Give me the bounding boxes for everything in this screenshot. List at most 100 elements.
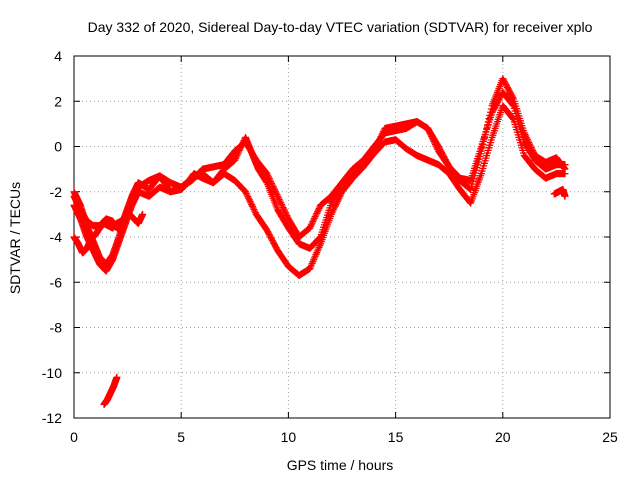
data-point xyxy=(312,211,320,219)
data-point xyxy=(243,191,251,199)
data-point xyxy=(247,199,255,207)
data-point xyxy=(271,187,279,195)
data-point xyxy=(336,193,344,201)
x-tick-label: 20 xyxy=(495,429,511,445)
data-point xyxy=(335,194,343,202)
data-point xyxy=(281,207,289,215)
series-track-b xyxy=(70,102,569,279)
series-track-d xyxy=(70,210,147,257)
x-tick-label: 0 xyxy=(70,429,78,445)
data-point xyxy=(282,210,290,218)
data-point xyxy=(278,202,286,210)
data-point xyxy=(278,200,286,208)
data-point xyxy=(265,174,273,182)
y-tick-label: -6 xyxy=(50,274,63,290)
data-point xyxy=(332,201,340,209)
data-point xyxy=(232,153,240,161)
y-tick-label: 2 xyxy=(54,93,62,109)
data-point xyxy=(266,176,274,184)
chart-title: Day 332 of 2020, Sidereal Day-to-day VTE… xyxy=(88,19,593,35)
data-point xyxy=(561,161,569,169)
series-track-f xyxy=(550,185,569,200)
y-tick-label: -8 xyxy=(50,320,63,336)
y-tick-label: -4 xyxy=(50,229,63,245)
data-point xyxy=(333,197,341,205)
data-point xyxy=(249,204,257,212)
data-point xyxy=(277,199,285,207)
data-point xyxy=(267,178,275,186)
data-point xyxy=(307,222,315,230)
data-point xyxy=(311,213,319,221)
data-point xyxy=(273,191,281,199)
data-point xyxy=(264,173,272,181)
data-point xyxy=(330,204,338,212)
y-tick-label: 4 xyxy=(54,48,62,64)
x-axis-label: GPS time / hours xyxy=(287,457,394,473)
y-tick-label: -10 xyxy=(42,365,62,381)
data-point xyxy=(523,134,531,142)
series-track-e xyxy=(100,373,121,408)
x-tick-label: 10 xyxy=(281,429,297,445)
data-point xyxy=(263,170,271,178)
data-point xyxy=(561,170,569,178)
x-tick-label: 5 xyxy=(177,429,185,445)
data-point xyxy=(331,202,339,210)
data-point xyxy=(248,202,256,210)
data-point xyxy=(139,210,147,218)
data-point xyxy=(310,216,318,224)
data-point xyxy=(270,184,278,192)
data-point xyxy=(280,205,288,213)
data-point xyxy=(231,156,239,164)
data-point xyxy=(307,221,315,229)
data-point xyxy=(248,201,256,209)
data-point xyxy=(333,199,341,207)
y-tick-label: -2 xyxy=(50,184,63,200)
data-point xyxy=(268,179,276,187)
data-point xyxy=(561,192,569,200)
data-point xyxy=(242,189,250,197)
data-point xyxy=(336,191,344,199)
data-point xyxy=(275,196,283,204)
data-point xyxy=(509,101,517,109)
data-point xyxy=(232,154,240,162)
data-point xyxy=(310,214,318,222)
data-point xyxy=(330,206,338,214)
data-point xyxy=(113,373,121,381)
data-point xyxy=(251,207,259,215)
y-axis-label: SDTVAR / TECUs xyxy=(7,182,23,294)
data-point xyxy=(276,197,284,205)
x-tick-label: 15 xyxy=(388,429,404,445)
data-point xyxy=(328,209,336,217)
data-point xyxy=(274,194,282,202)
data-point xyxy=(268,181,276,189)
series-track-c xyxy=(70,88,569,241)
data-point xyxy=(269,183,277,191)
data-points xyxy=(70,75,569,408)
data-point xyxy=(313,209,321,217)
data-point xyxy=(274,192,282,200)
data-point xyxy=(329,207,337,215)
data-point xyxy=(281,208,289,216)
y-tick-label: 0 xyxy=(54,139,62,155)
y-tick-label: -12 xyxy=(42,410,62,426)
data-point xyxy=(242,188,250,196)
data-point xyxy=(271,186,279,194)
grid xyxy=(74,56,610,418)
data-point xyxy=(313,208,321,216)
data-point xyxy=(334,196,342,204)
data-point xyxy=(283,212,291,220)
data-point xyxy=(327,210,335,218)
data-point xyxy=(246,197,254,205)
data-point xyxy=(264,171,272,179)
data-point xyxy=(250,206,258,214)
tick-labels: 0 5 10 15 20 25 -12 -10 -8 -6 -4 -2 0 2 4 xyxy=(42,48,618,445)
data-point xyxy=(306,224,314,232)
data-point xyxy=(272,189,280,197)
data-point xyxy=(244,193,252,201)
data-point xyxy=(309,217,317,225)
data-point xyxy=(314,206,322,214)
data-point xyxy=(245,194,253,202)
data-point xyxy=(315,205,323,213)
data-point xyxy=(245,196,253,204)
